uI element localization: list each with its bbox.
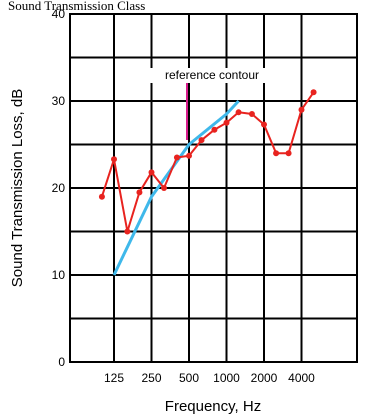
measured-data-point bbox=[136, 189, 143, 196]
x-axis-ticks: 125 250 500 1000 2000 4000 bbox=[104, 371, 315, 385]
measured-data-point bbox=[124, 228, 131, 235]
plot-frame bbox=[69, 13, 358, 363]
x-tick-label: 1000 bbox=[213, 371, 240, 385]
measured-data-point bbox=[298, 106, 305, 113]
x-tick-label: 250 bbox=[141, 371, 161, 385]
measured-data-point bbox=[186, 152, 192, 159]
measured-data-point bbox=[148, 169, 155, 176]
y-tick-label: 10 bbox=[52, 268, 66, 282]
y-tick-label: 40 bbox=[52, 7, 66, 21]
measured-data-point bbox=[211, 126, 218, 133]
reference-contour-label: reference contour bbox=[165, 68, 259, 82]
x-tick-label: 125 bbox=[104, 371, 124, 385]
annotation-background bbox=[144, 68, 283, 83]
measured-data-point bbox=[273, 150, 280, 157]
measured-data-point bbox=[98, 193, 105, 200]
x-tick-label: 500 bbox=[179, 371, 199, 385]
measured-data-point bbox=[223, 119, 230, 126]
y-tick-label: 30 bbox=[52, 94, 66, 108]
measured-data-point bbox=[235, 109, 242, 116]
y-axis-title: Sound Transmission Loss, dB bbox=[9, 89, 26, 287]
reference-contour-line bbox=[112, 99, 240, 276]
header-text: Sound Transmission Class bbox=[8, 0, 145, 13]
chart-grid bbox=[70, 14, 357, 362]
measured-data-point bbox=[248, 111, 255, 118]
y-axis-ticks: 0 10 20 30 40 bbox=[52, 7, 66, 369]
measured-data-point bbox=[285, 150, 292, 157]
measured-data-point bbox=[173, 154, 180, 161]
x-tick-label: 2000 bbox=[251, 371, 278, 385]
measured-data-point bbox=[198, 137, 205, 144]
series-layer bbox=[98, 89, 317, 276]
x-tick-label: 4000 bbox=[288, 371, 315, 385]
y-tick-label: 0 bbox=[58, 355, 65, 369]
measured-data-point bbox=[111, 156, 117, 163]
measured-data-point bbox=[161, 185, 168, 191]
y-tick-label: 20 bbox=[52, 181, 66, 195]
measured-data-point bbox=[310, 89, 317, 96]
x-axis-title: Frequency, Hz bbox=[165, 398, 261, 415]
measured-data-point bbox=[261, 121, 267, 128]
measured-tl-line bbox=[100, 91, 315, 233]
